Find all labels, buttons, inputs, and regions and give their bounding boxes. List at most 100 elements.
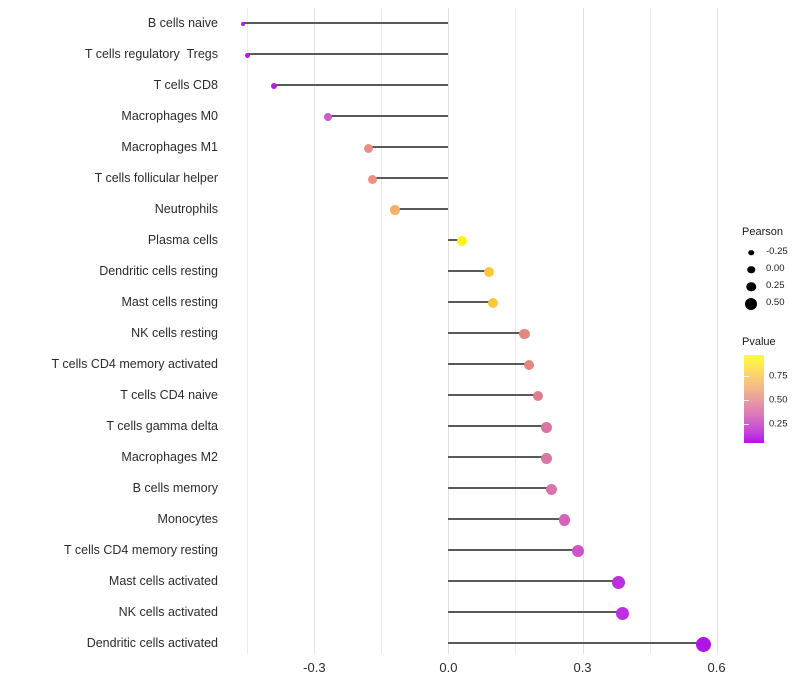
lollipop-stem xyxy=(394,208,449,210)
lollipop-row xyxy=(225,411,730,442)
lollipop-point[interactable] xyxy=(532,390,544,402)
lollipop-row xyxy=(225,132,730,163)
lollipop-point[interactable] xyxy=(483,267,494,277)
legend-pearson-key xyxy=(740,244,762,261)
colorbar-tick-label: 0.75 xyxy=(769,370,788,382)
lollipop-point[interactable] xyxy=(523,359,535,371)
lollipop-row xyxy=(225,194,730,225)
legend-pvalue: Pvalue 0.75 0.50 0.25 xyxy=(740,336,800,443)
gridline-minor xyxy=(649,8,651,654)
lollipop-row xyxy=(225,70,730,101)
lollipop-point[interactable] xyxy=(323,113,332,121)
lollipop-point[interactable] xyxy=(558,514,571,526)
lollipop-row xyxy=(225,8,730,39)
legend-pearson-value: -0.25 xyxy=(766,246,788,257)
lollipop-stem xyxy=(368,146,449,148)
lollipop-point[interactable] xyxy=(488,298,499,308)
lollipop-row xyxy=(225,628,730,659)
lollipop-point[interactable] xyxy=(456,236,467,246)
lollipop-point[interactable] xyxy=(616,606,630,620)
y-axis-label: T cells CD4 memory resting xyxy=(64,543,218,557)
y-axis-label: NK cells activated xyxy=(118,605,218,619)
legend-pvalue-title: Pvalue xyxy=(742,336,776,348)
colorbar-tick-mark xyxy=(744,423,749,425)
lollipop-row xyxy=(225,504,730,535)
lollipop-stem xyxy=(448,332,525,334)
lollipop-stem xyxy=(448,487,552,489)
lollipop-point[interactable] xyxy=(541,452,553,464)
lollipop-stem xyxy=(448,239,462,241)
lollipop-stem xyxy=(448,394,538,396)
lollipop-row xyxy=(225,349,730,380)
lollipop-point[interactable] xyxy=(390,205,400,215)
lollipop-stem xyxy=(327,115,449,117)
lollipop-stem xyxy=(448,301,494,303)
y-axis-label: T cells CD4 naive xyxy=(120,388,218,402)
lollipop-stem xyxy=(247,53,449,55)
lollipop-point[interactable] xyxy=(545,483,557,495)
y-axis-label: Dendritic cells activated xyxy=(86,636,218,650)
lollipop-point[interactable] xyxy=(541,421,553,433)
lollipop-stem xyxy=(448,518,565,520)
y-axis-label: T cells CD4 memory activated xyxy=(51,357,219,371)
y-axis-label: B cells naive xyxy=(147,16,218,30)
lollipop-row xyxy=(225,225,730,256)
y-axis-label: Plasma cells xyxy=(147,233,218,247)
lollipop-stem xyxy=(242,22,449,24)
lollipop-row xyxy=(225,535,730,566)
lollipop-point[interactable] xyxy=(572,545,585,557)
y-axis-label: Macrophages M1 xyxy=(121,140,218,154)
lollipop-stem xyxy=(448,611,623,613)
y-axis-label: T cells CD8 xyxy=(153,78,218,92)
legend-dot-icon xyxy=(745,297,757,310)
gridline-major xyxy=(582,8,584,654)
colorbar-tick-mark xyxy=(744,399,749,401)
lollipop-row xyxy=(225,101,730,132)
lollipop-point[interactable] xyxy=(244,52,250,58)
y-axis-label: Macrophages M2 xyxy=(121,450,218,464)
lollipop-row xyxy=(225,442,730,473)
lollipop-row xyxy=(225,318,730,349)
legend-pearson-title: Pearson xyxy=(742,226,783,238)
lollipop-point[interactable] xyxy=(270,82,278,90)
lollipop-row xyxy=(225,256,730,287)
y-axis-label: B cells memory xyxy=(132,481,218,495)
lollipop-row xyxy=(225,473,730,504)
lollipop-point[interactable] xyxy=(519,328,530,340)
lollipop-stem xyxy=(274,84,449,86)
lollipop-row xyxy=(225,163,730,194)
y-axis-label: Dendritic cells resting xyxy=(99,264,218,278)
lollipop-stem xyxy=(448,580,619,582)
legend-pearson-value: 0.00 xyxy=(766,263,785,274)
y-axis-label: T cells regulatory Tregs xyxy=(84,47,218,61)
gridline-minor xyxy=(247,8,249,654)
pvalue-colorbar xyxy=(744,355,764,443)
gridline-major xyxy=(716,8,718,654)
lollipop-point[interactable] xyxy=(240,21,246,27)
lollipop-point[interactable] xyxy=(363,143,373,153)
lollipop-point[interactable] xyxy=(367,174,377,184)
lollipop-row xyxy=(225,380,730,411)
lollipop-point[interactable] xyxy=(695,636,711,652)
legend-pearson-value: 0.50 xyxy=(766,297,785,308)
lollipop-stem xyxy=(448,549,579,551)
legend-pearson-entry: -0.25 xyxy=(740,244,800,261)
lollipop-stem xyxy=(448,456,547,458)
legend-pearson-key xyxy=(740,278,762,295)
colorbar-tick-label: 0.25 xyxy=(769,418,788,430)
y-axis-label: Mast cells activated xyxy=(108,574,218,588)
lollipop-row xyxy=(225,597,730,628)
legend-pearson-entry: 0.00 xyxy=(740,261,800,278)
gridline-major xyxy=(448,8,450,654)
legend-pearson-entry: 0.50 xyxy=(740,295,800,312)
legend-pearson-key xyxy=(740,295,762,312)
x-axis-tick-label: -0.3 xyxy=(303,660,326,675)
lollipop-stem xyxy=(372,177,449,179)
x-axis-tick-label: 0.3 xyxy=(573,660,592,675)
colorbar-tick-mark xyxy=(744,376,749,378)
lollipop-point[interactable] xyxy=(611,575,625,589)
legend-pearson-entry: 0.25 xyxy=(740,278,800,295)
y-axis-label: T cells follicular helper xyxy=(94,171,218,185)
gridline-minor xyxy=(381,8,383,654)
y-axis-label: T cells gamma delta xyxy=(106,419,218,433)
